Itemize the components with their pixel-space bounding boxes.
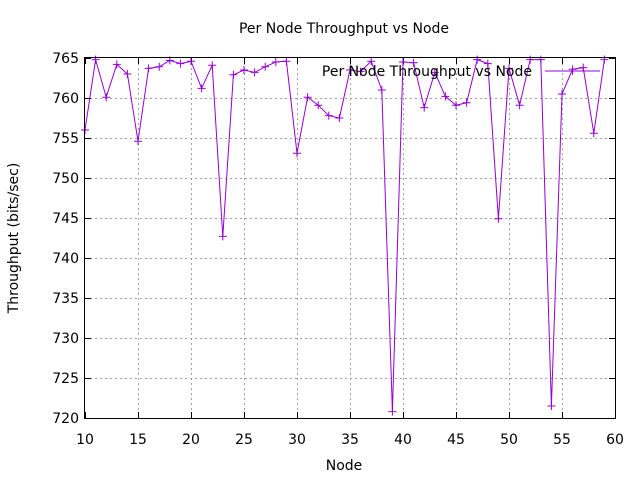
- data-point: [218, 232, 227, 241]
- data-point: [102, 93, 111, 102]
- y-tick-label: 765: [52, 51, 79, 67]
- y-tick-label: 740: [52, 251, 79, 267]
- data-point: [346, 66, 354, 74]
- data-point: [505, 64, 513, 73]
- data-point: [367, 57, 376, 66]
- legend-label: Per Node Throughput vs Node: [322, 64, 532, 80]
- y-tick-label: 725: [52, 371, 79, 387]
- x-tick-label: 50: [500, 432, 518, 448]
- x-tick-label: 45: [447, 432, 465, 448]
- legend-marker: [568, 67, 577, 75]
- x-tick-label: 40: [394, 432, 412, 448]
- plot-frame: [84, 57, 616, 419]
- y-tick-label: 760: [52, 91, 79, 107]
- chart-title: Per Node Throughput vs Node: [239, 21, 449, 37]
- data-point: [494, 214, 503, 223]
- data-point: [579, 63, 588, 72]
- data-point: [409, 58, 418, 67]
- data-point: [271, 58, 280, 66]
- data-point: [112, 60, 121, 69]
- data-point: [526, 55, 535, 64]
- data-point: [314, 101, 323, 110]
- data-series: [81, 55, 609, 416]
- data-point: [356, 67, 365, 76]
- data-point: [91, 55, 100, 64]
- data-point: [282, 57, 291, 66]
- x-tick-label: 15: [129, 432, 147, 448]
- x-tick-label: 35: [341, 432, 359, 448]
- data-point: [600, 55, 609, 64]
- x-tick-label: 20: [182, 432, 200, 448]
- data-point: [293, 149, 301, 158]
- data-point: [229, 70, 238, 79]
- data-point: [134, 137, 142, 146]
- data-point: [420, 103, 429, 112]
- y-tick-label: 755: [52, 131, 79, 147]
- data-point: [324, 111, 333, 120]
- data-point: [187, 57, 195, 66]
- x-tick-label: 10: [76, 432, 94, 448]
- data-point: [589, 129, 598, 138]
- data-point: [250, 68, 259, 77]
- data-point: [536, 55, 545, 64]
- data-point: [430, 68, 439, 77]
- data-point: [462, 98, 471, 107]
- data-point: [208, 61, 217, 70]
- x-tick-label: 55: [553, 432, 571, 448]
- data-point: [452, 101, 460, 110]
- y-tick-label: 720: [52, 411, 79, 427]
- data-point: [261, 62, 270, 71]
- data-point: [335, 114, 344, 122]
- data-point: [240, 66, 248, 74]
- x-tick-label: 30: [288, 432, 306, 448]
- data-point: [388, 407, 397, 416]
- data-point: [558, 90, 566, 98]
- y-tick-label: 750: [52, 171, 79, 187]
- data-point: [123, 70, 132, 78]
- data-point: [515, 101, 524, 110]
- series-line: [84, 58, 605, 412]
- data-point: [483, 59, 492, 68]
- x-tick-label: 60: [606, 432, 624, 448]
- data-point: [155, 62, 164, 71]
- x-axis-label: Node: [326, 458, 363, 474]
- x-tick-label: 25: [235, 432, 253, 448]
- legend: Per Node Throughput vs Node: [322, 64, 600, 80]
- data-point: [197, 84, 206, 93]
- y-tick-label: 735: [52, 291, 79, 307]
- data-point: [176, 59, 185, 68]
- data-point: [144, 64, 153, 73]
- data-point: [441, 92, 450, 101]
- data-point: [377, 86, 386, 94]
- legend-marker-plus: [568, 67, 577, 75]
- y-tick-label: 745: [52, 211, 79, 227]
- grid-lines: [85, 58, 615, 418]
- data-point: [547, 402, 556, 410]
- y-axis-label: Throughput (bits/sec): [6, 163, 22, 315]
- data-point: [399, 58, 407, 66]
- y-tick-label: 730: [52, 331, 79, 347]
- data-point: [303, 93, 312, 102]
- data-point: [473, 55, 482, 64]
